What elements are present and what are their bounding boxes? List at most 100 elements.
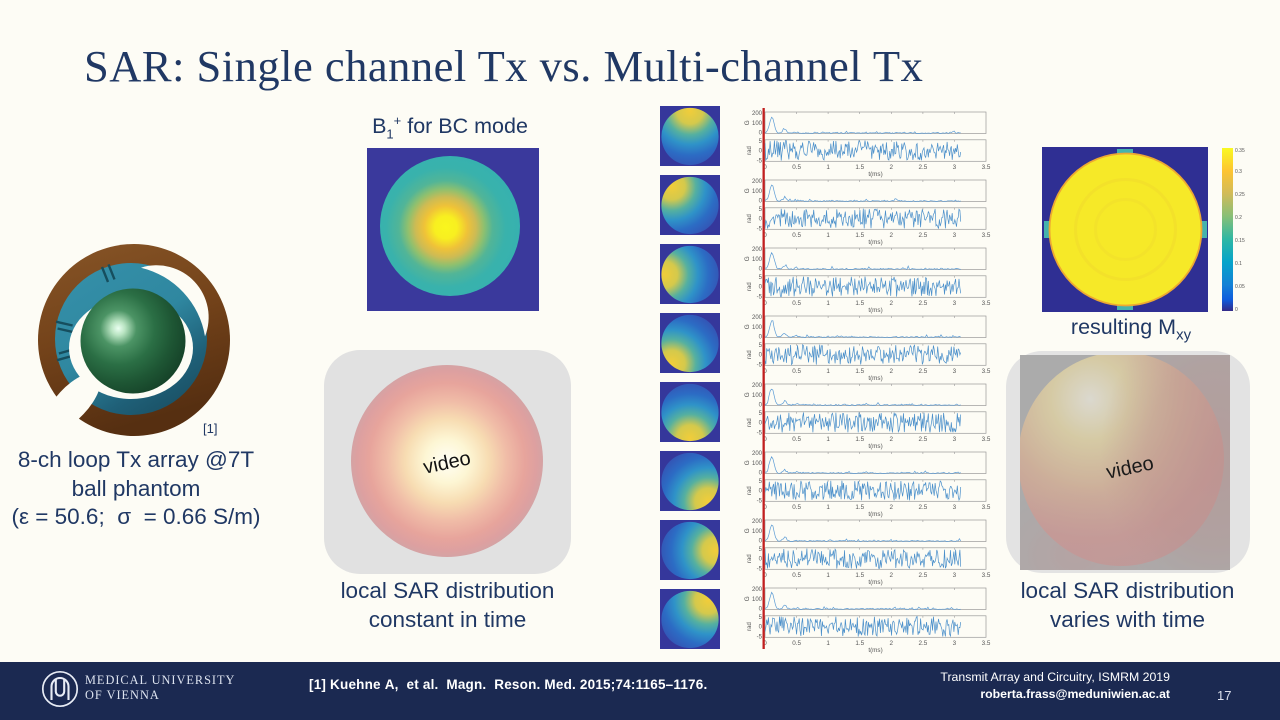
svg-text:t(ms): t(ms) <box>868 307 882 314</box>
svg-text:1: 1 <box>826 232 830 239</box>
svg-text:0.5: 0.5 <box>792 640 801 647</box>
svg-text:1: 1 <box>826 164 830 171</box>
svg-text:0: 0 <box>759 625 763 631</box>
svg-text:3: 3 <box>953 640 957 647</box>
svg-text:0.5: 0.5 <box>792 300 801 307</box>
svg-text:0.1: 0.1 <box>1235 261 1242 267</box>
svg-text:3.5: 3.5 <box>982 300 991 307</box>
svg-text:0.5: 0.5 <box>792 164 801 171</box>
svg-text:1.5: 1.5 <box>855 572 864 579</box>
svg-text:0: 0 <box>759 217 763 223</box>
svg-text:2: 2 <box>890 300 894 307</box>
svg-text:2: 2 <box>890 436 894 443</box>
svg-text:-5: -5 <box>757 430 763 436</box>
svg-text:3.5: 3.5 <box>982 572 991 579</box>
svg-text:0: 0 <box>759 335 763 341</box>
svg-text:2.5: 2.5 <box>919 572 928 579</box>
svg-text:200: 200 <box>752 111 763 117</box>
svg-text:5: 5 <box>759 615 763 621</box>
svg-text:0.5: 0.5 <box>792 232 801 239</box>
svg-text:2.5: 2.5 <box>919 504 928 511</box>
svg-text:2: 2 <box>890 232 894 239</box>
svg-text:100: 100 <box>752 529 763 535</box>
svg-text:1.5: 1.5 <box>855 504 864 511</box>
svg-text:1.5: 1.5 <box>855 640 864 647</box>
svg-text:0.15: 0.15 <box>1235 238 1245 244</box>
svg-text:G: G <box>744 256 751 261</box>
svg-text:t(ms): t(ms) <box>868 171 882 178</box>
svg-text:1: 1 <box>826 640 830 647</box>
svg-text:0: 0 <box>759 353 763 359</box>
svg-text:0.35: 0.35 <box>1235 148 1245 154</box>
svg-text:3.5: 3.5 <box>982 164 991 171</box>
svg-text:G: G <box>744 188 751 193</box>
svg-text:0.05: 0.05 <box>1235 284 1245 290</box>
svg-text:-5: -5 <box>757 634 763 640</box>
svg-text:0: 0 <box>763 640 767 647</box>
svg-text:100: 100 <box>752 257 763 263</box>
svg-text:rad: rad <box>747 622 753 631</box>
svg-text:0: 0 <box>759 285 763 291</box>
svg-text:0: 0 <box>1235 307 1238 313</box>
svg-text:3.5: 3.5 <box>982 368 991 375</box>
svg-text:0.5: 0.5 <box>792 368 801 375</box>
svg-text:200: 200 <box>752 519 763 525</box>
svg-text:0: 0 <box>763 368 767 375</box>
svg-text:rad: rad <box>747 282 753 291</box>
svg-text:0.5: 0.5 <box>792 572 801 579</box>
svg-text:t(ms): t(ms) <box>868 375 882 382</box>
svg-text:0: 0 <box>759 199 763 205</box>
svg-text:0.25: 0.25 <box>1235 192 1245 198</box>
svg-text:0: 0 <box>763 504 767 511</box>
svg-text:-5: -5 <box>757 294 763 300</box>
svg-text:1.5: 1.5 <box>855 368 864 375</box>
svg-text:1.5: 1.5 <box>855 164 864 171</box>
svg-text:1.5: 1.5 <box>855 300 864 307</box>
svg-text:G: G <box>744 392 751 397</box>
svg-text:0: 0 <box>763 232 767 239</box>
svg-text:2.5: 2.5 <box>919 368 928 375</box>
svg-text:3: 3 <box>953 232 957 239</box>
svg-text:2: 2 <box>890 640 894 647</box>
svg-text:1: 1 <box>826 436 830 443</box>
svg-text:0: 0 <box>759 131 763 137</box>
svg-text:0: 0 <box>763 164 767 171</box>
svg-text:200: 200 <box>752 383 763 389</box>
svg-text:3.5: 3.5 <box>982 640 991 647</box>
svg-text:2.5: 2.5 <box>919 640 928 647</box>
svg-text:100: 100 <box>752 325 763 331</box>
svg-text:5: 5 <box>759 207 763 213</box>
svg-text:5: 5 <box>759 547 763 553</box>
svg-text:G: G <box>744 324 751 329</box>
svg-text:1: 1 <box>826 504 830 511</box>
svg-text:t(ms): t(ms) <box>868 647 882 654</box>
svg-text:5: 5 <box>759 343 763 349</box>
svg-text:0: 0 <box>759 421 763 427</box>
svg-text:2.5: 2.5 <box>919 436 928 443</box>
svg-text:5: 5 <box>759 411 763 417</box>
svg-text:-5: -5 <box>757 498 763 504</box>
svg-text:rad: rad <box>747 350 753 359</box>
svg-text:0.5: 0.5 <box>792 436 801 443</box>
svg-text:0: 0 <box>759 267 763 273</box>
svg-text:100: 100 <box>752 393 763 399</box>
svg-text:1.5: 1.5 <box>855 436 864 443</box>
svg-text:3.5: 3.5 <box>982 436 991 443</box>
svg-text:200: 200 <box>752 247 763 253</box>
svg-text:0: 0 <box>759 471 763 477</box>
svg-text:rad: rad <box>747 486 753 495</box>
svg-text:rad: rad <box>747 214 753 223</box>
svg-text:t(ms): t(ms) <box>868 239 882 246</box>
svg-text:0: 0 <box>763 436 767 443</box>
svg-text:1: 1 <box>826 300 830 307</box>
svg-text:-5: -5 <box>757 226 763 232</box>
svg-text:rad: rad <box>747 418 753 427</box>
svg-text:3.5: 3.5 <box>982 504 991 511</box>
svg-text:0: 0 <box>763 300 767 307</box>
svg-text:1: 1 <box>826 572 830 579</box>
svg-text:5: 5 <box>759 139 763 145</box>
svg-text:5: 5 <box>759 479 763 485</box>
svg-text:0: 0 <box>759 489 763 495</box>
svg-text:3: 3 <box>953 572 957 579</box>
svg-text:0.3: 0.3 <box>1235 169 1242 175</box>
